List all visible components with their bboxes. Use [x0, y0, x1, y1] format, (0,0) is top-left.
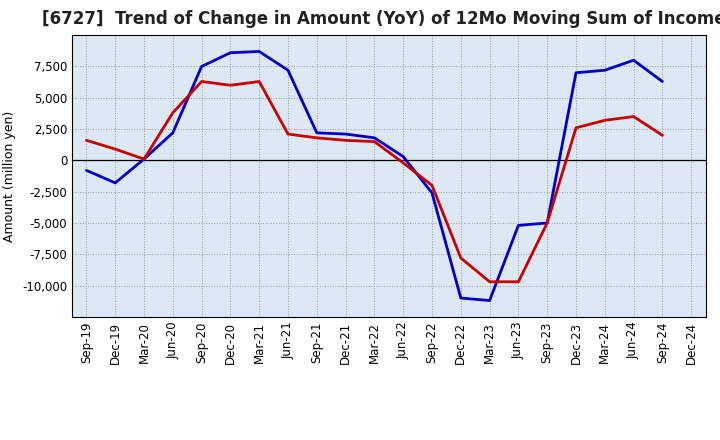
Net Income: [255, 79, 264, 84]
Net Income: [514, 279, 523, 284]
Net Income: [341, 138, 350, 143]
Ordinary Income: [572, 70, 580, 75]
Net Income: [600, 117, 609, 123]
Ordinary Income: [255, 49, 264, 54]
Ordinary Income: [284, 68, 292, 73]
Net Income: [629, 114, 638, 119]
Net Income: [312, 135, 321, 140]
Ordinary Income: [600, 68, 609, 73]
Ordinary Income: [629, 58, 638, 63]
Ordinary Income: [168, 130, 177, 136]
Ordinary Income: [197, 64, 206, 69]
Net Income: [370, 139, 379, 144]
Ordinary Income: [370, 135, 379, 140]
Net Income: [399, 160, 408, 165]
Ordinary Income: [543, 220, 552, 226]
Ordinary Income: [399, 154, 408, 159]
Net Income: [111, 147, 120, 152]
Ordinary Income: [428, 190, 436, 195]
Y-axis label: Amount (million yen): Amount (million yen): [4, 110, 17, 242]
Net Income: [485, 279, 494, 284]
Ordinary Income: [456, 295, 465, 301]
Net Income: [82, 138, 91, 143]
Net Income: [658, 133, 667, 138]
Net Income: [572, 125, 580, 130]
Line: Ordinary Income: Ordinary Income: [86, 51, 662, 301]
Ordinary Income: [514, 223, 523, 228]
Ordinary Income: [82, 168, 91, 173]
Ordinary Income: [658, 79, 667, 84]
Title: [6727]  Trend of Change in Amount (YoY) of 12Mo Moving Sum of Incomes: [6727] Trend of Change in Amount (YoY) o…: [42, 10, 720, 28]
Ordinary Income: [226, 50, 235, 55]
Net Income: [226, 83, 235, 88]
Ordinary Income: [140, 157, 148, 162]
Net Income: [284, 132, 292, 137]
Ordinary Income: [312, 130, 321, 136]
Net Income: [140, 157, 148, 162]
Net Income: [197, 79, 206, 84]
Net Income: [543, 220, 552, 226]
Ordinary Income: [341, 132, 350, 137]
Net Income: [456, 255, 465, 260]
Net Income: [168, 110, 177, 115]
Ordinary Income: [485, 298, 494, 303]
Ordinary Income: [111, 180, 120, 186]
Net Income: [428, 183, 436, 188]
Line: Net Income: Net Income: [86, 81, 662, 282]
